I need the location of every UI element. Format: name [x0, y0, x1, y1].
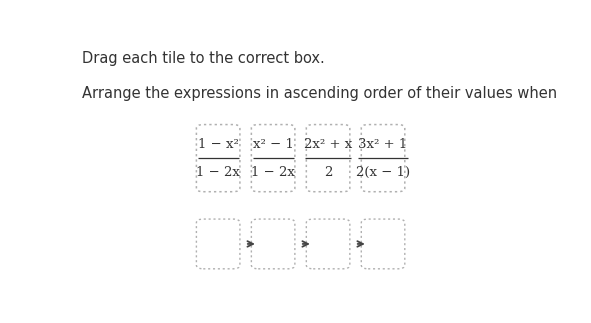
Text: Drag each tile to the correct box.: Drag each tile to the correct box. — [82, 51, 324, 66]
FancyBboxPatch shape — [251, 219, 295, 269]
Text: Arrange the expressions in ascending order of their values when: Arrange the expressions in ascending ord… — [82, 86, 561, 101]
FancyBboxPatch shape — [361, 219, 405, 269]
FancyBboxPatch shape — [306, 219, 350, 269]
FancyBboxPatch shape — [361, 125, 405, 192]
Text: 2(x − 1): 2(x − 1) — [356, 166, 410, 179]
FancyBboxPatch shape — [196, 125, 240, 192]
Text: 2x² + x: 2x² + x — [304, 138, 352, 151]
Text: 3x² + 1: 3x² + 1 — [358, 138, 408, 151]
Text: x² − 1: x² − 1 — [253, 138, 294, 151]
Text: 2: 2 — [324, 166, 332, 179]
Text: 1 − 2x: 1 − 2x — [251, 166, 295, 179]
Text: 1 − x²: 1 − x² — [198, 138, 239, 151]
FancyBboxPatch shape — [196, 219, 240, 269]
FancyBboxPatch shape — [306, 125, 350, 192]
FancyBboxPatch shape — [251, 125, 295, 192]
Text: 1 − 2x: 1 − 2x — [196, 166, 240, 179]
